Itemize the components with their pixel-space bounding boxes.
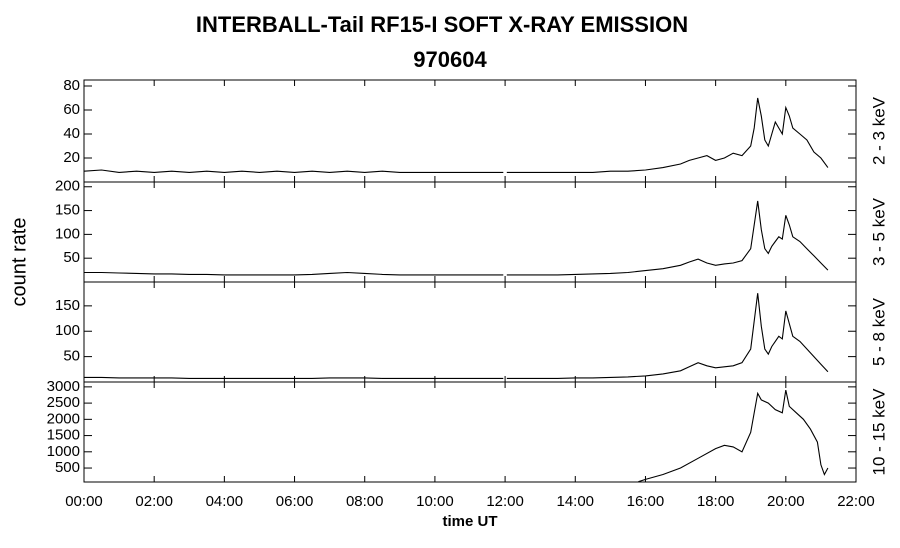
y-tick-label: 100 — [55, 322, 80, 339]
plot-area — [638, 389, 829, 482]
panel-frame — [83, 79, 857, 183]
x-tick-label: 22:00 — [837, 493, 875, 510]
y-tick-label: 150 — [55, 297, 80, 314]
panel-frame — [83, 181, 857, 283]
series-label: 10 - 15 keV — [869, 388, 888, 476]
x-tick-label: 02:00 — [135, 493, 173, 510]
x-tick-label: 10:00 — [416, 493, 454, 510]
y-tick-label: 80 — [63, 77, 80, 94]
plot-area — [84, 293, 829, 379]
y-tick-label: 500 — [55, 459, 80, 476]
x-tick-label: 16:00 — [627, 493, 665, 510]
x-tick-label: 00:00 — [65, 493, 103, 510]
data-line — [84, 200, 829, 276]
plot-area — [84, 97, 829, 173]
y-tick-label: 40 — [63, 125, 80, 142]
chart-title: INTERBALL-Tail RF15-I SOFT X-RAY EMISSIO… — [196, 12, 688, 37]
y-tick-label: 200 — [55, 178, 80, 195]
y-tick-label: 60 — [63, 101, 80, 118]
y-axis-label: count rate — [8, 218, 30, 307]
y-tick-label: 1500 — [47, 427, 80, 444]
y-tick-label: 50 — [63, 249, 80, 266]
y-tick-label: 2500 — [47, 394, 80, 411]
y-tick-label: 20 — [63, 149, 80, 166]
x-axis-label: time UT — [442, 513, 497, 530]
x-tick-label: 12:00 — [486, 493, 524, 510]
x-tick-label: 14:00 — [556, 493, 594, 510]
y-tick-label: 3000 — [47, 378, 80, 395]
series-label: 5 - 8 keV — [869, 297, 888, 366]
x-tick-label: 06:00 — [276, 493, 314, 510]
data-line — [84, 97, 829, 173]
x-tick-label: 08:00 — [346, 493, 384, 510]
y-tick-label: 50 — [63, 348, 80, 365]
panel-frame — [83, 381, 857, 483]
y-tick-label: 1000 — [47, 443, 80, 460]
series-label: 3 - 5 keV — [869, 197, 888, 266]
chart-subtitle: 970604 — [413, 47, 487, 72]
y-tick-label: 100 — [55, 225, 80, 242]
data-line — [638, 389, 829, 482]
x-tick-label: 04:00 — [206, 493, 244, 510]
x-tick-label: 20:00 — [767, 493, 805, 510]
plot-area — [84, 200, 829, 276]
y-tick-label: 150 — [55, 202, 80, 219]
data-line — [84, 293, 829, 379]
series-label: 2 - 3 keV — [869, 96, 888, 165]
x-tick-label: 18:00 — [697, 493, 735, 510]
panel-frame — [83, 281, 857, 383]
y-tick-label: 2000 — [47, 410, 80, 427]
